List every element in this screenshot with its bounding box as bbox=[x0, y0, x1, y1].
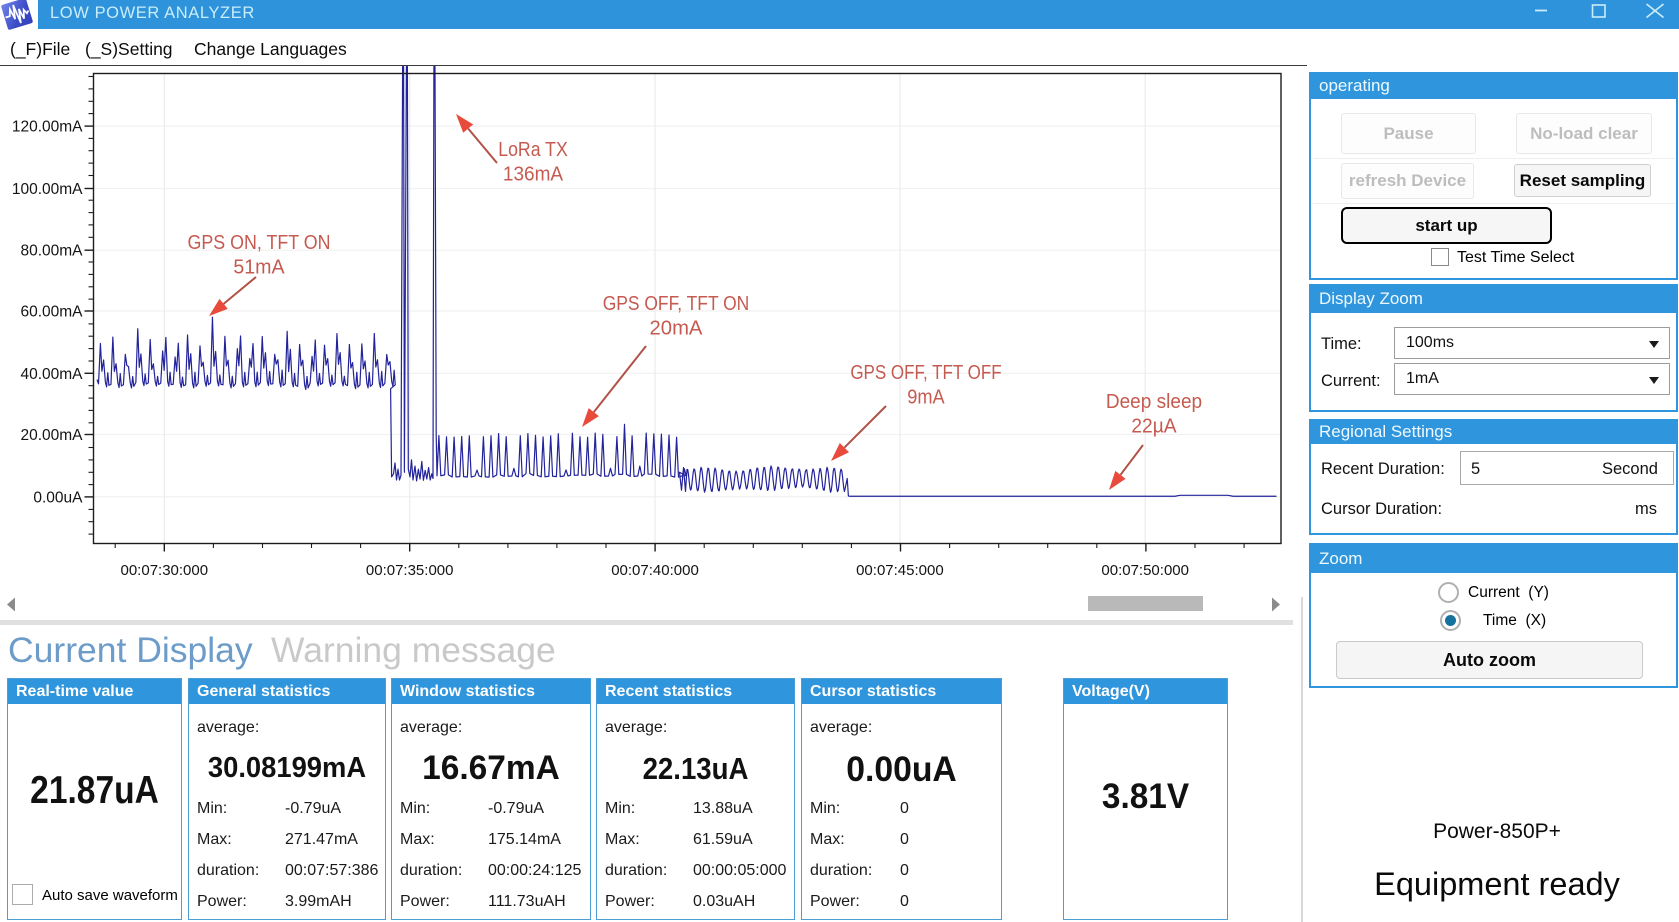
svg-text:40.00mA: 40.00mA bbox=[20, 366, 83, 383]
svg-text:Deep sleep: Deep sleep bbox=[1106, 390, 1202, 413]
svg-text:00:07:40:000: 00:07:40:000 bbox=[611, 562, 699, 579]
svg-text:120.00mA: 120.00mA bbox=[12, 119, 83, 136]
svg-text:GPS OFF, TFT OFF: GPS OFF, TFT OFF bbox=[850, 361, 1001, 384]
svg-text:136mA: 136mA bbox=[503, 163, 563, 186]
svg-text:00:07:45:000: 00:07:45:000 bbox=[856, 562, 944, 579]
svg-text:51mA: 51mA bbox=[233, 256, 285, 279]
svg-text:20mA: 20mA bbox=[650, 317, 703, 340]
svg-text:00:07:35:000: 00:07:35:000 bbox=[366, 562, 454, 579]
svg-text:GPS ON, TFT ON: GPS ON, TFT ON bbox=[188, 231, 331, 254]
svg-text:0.00uA: 0.00uA bbox=[33, 489, 83, 506]
svg-text:LoRa TX: LoRa TX bbox=[498, 138, 568, 161]
svg-text:22µA: 22µA bbox=[1131, 415, 1176, 438]
svg-text:GPS OFF, TFT ON: GPS OFF, TFT ON bbox=[603, 292, 750, 315]
svg-text:100.00mA: 100.00mA bbox=[12, 181, 83, 198]
svg-text:00:07:30:000: 00:07:30:000 bbox=[121, 562, 209, 579]
svg-text:20.00mA: 20.00mA bbox=[20, 427, 83, 444]
svg-text:80.00mA: 80.00mA bbox=[20, 243, 83, 260]
svg-text:60.00mA: 60.00mA bbox=[20, 304, 83, 321]
svg-text:9mA: 9mA bbox=[907, 386, 945, 409]
svg-text:00:07:50:000: 00:07:50:000 bbox=[1101, 562, 1189, 579]
